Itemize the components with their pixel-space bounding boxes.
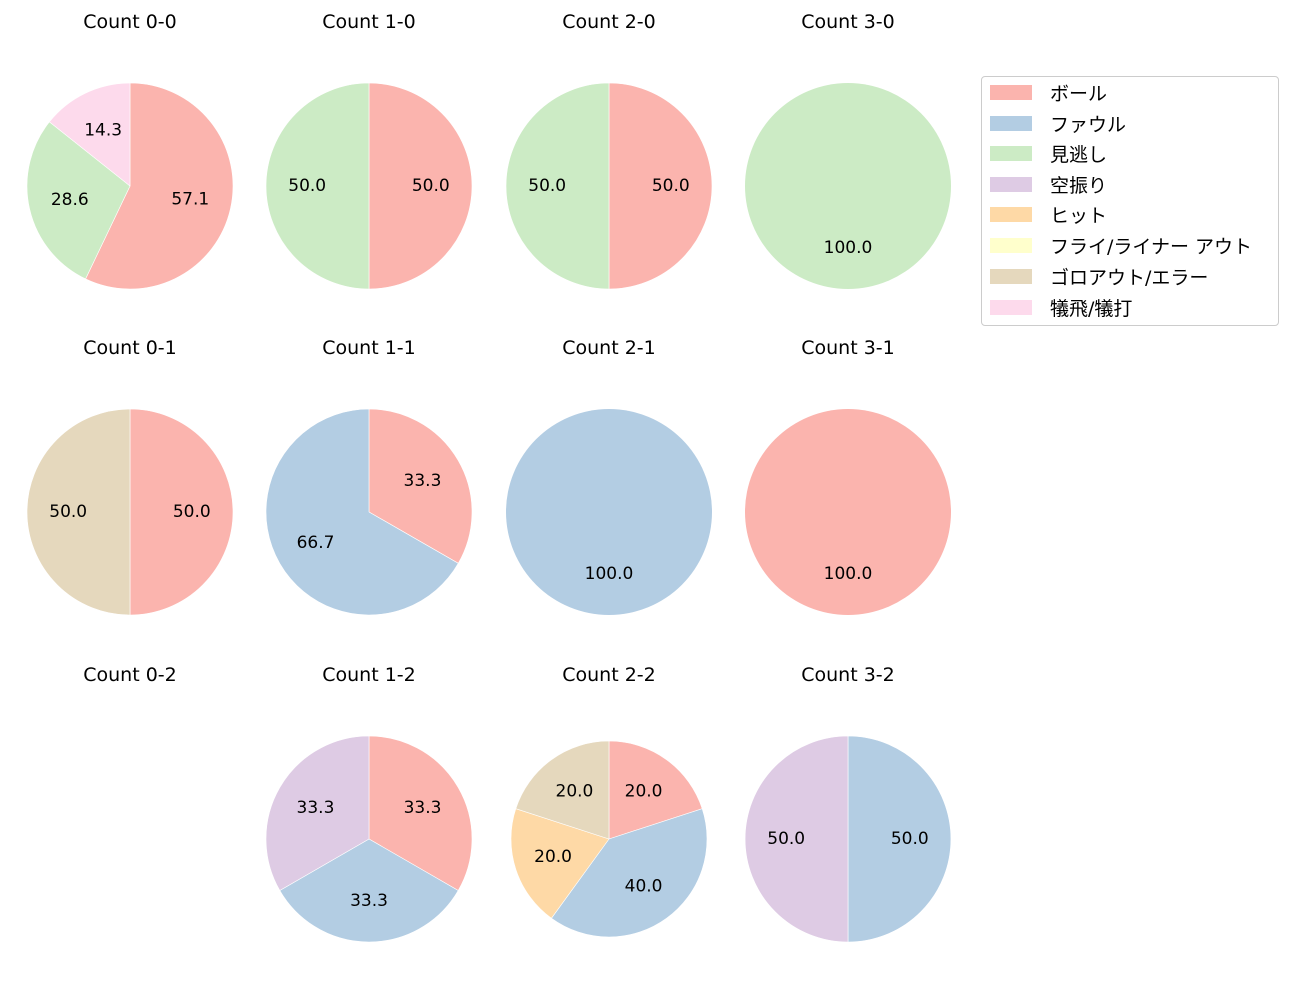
pie-slice — [368, 82, 473, 290]
slice-value-label: 57.1 — [171, 190, 209, 210]
legend-label: ヒット — [1050, 204, 1108, 227]
subplot-title: Count 2-2 — [562, 664, 656, 686]
slice-value-label: 66.7 — [297, 533, 335, 553]
legend-swatch — [990, 237, 1032, 253]
slice-value-label: 100.0 — [824, 238, 873, 258]
pie-subplot: Count 3-1 100.0 — [745, 337, 951, 615]
pie-subplot: Count 1-2 33.3 33.3 33.3 — [265, 664, 473, 943]
legend-item-sacrifice: 犠飛/犠打 — [990, 295, 1133, 320]
slice-value-label: 50.0 — [412, 176, 450, 196]
legend-item-foul: ファウル — [990, 111, 1127, 136]
slice-value-label: 50.0 — [652, 176, 690, 196]
pie-slice — [745, 83, 951, 289]
slice-value-label: 33.3 — [404, 471, 442, 491]
pie-slice — [744, 735, 849, 943]
legend-label: ゴロアウト/エラー — [1050, 266, 1209, 289]
pie-subplot: Count 1-0 50.0 50.0 — [265, 11, 473, 290]
subplot-title: Count 2-1 — [562, 337, 656, 359]
subplot-title: Count 0-2 — [83, 664, 177, 686]
pie-slice — [745, 409, 951, 615]
legend: ボール ファウル 見逃し 空振り ヒット フライ/ライナー アウト ゴロアウト/… — [981, 76, 1279, 326]
legend-label: 見逃し — [1050, 143, 1108, 166]
subplot-title: Count 1-2 — [322, 664, 416, 686]
pie-slice — [608, 82, 713, 290]
subplot-title: Count 2-0 — [562, 11, 656, 33]
legend-label: 空振り — [1050, 174, 1108, 197]
legend-swatch — [990, 176, 1032, 192]
pie-slice — [847, 735, 952, 943]
slice-value-label: 50.0 — [891, 829, 929, 849]
legend-swatch — [990, 268, 1032, 284]
slice-value-label: 50.0 — [528, 176, 566, 196]
pie-slice — [550, 808, 708, 938]
subplot-title: Count 0-0 — [83, 11, 177, 33]
slice-value-label: 20.0 — [534, 847, 572, 867]
pie-subplot: Count 0-2 — [83, 664, 177, 686]
pie-slice — [48, 82, 131, 187]
legend-label: 犠飛/犠打 — [1050, 297, 1133, 320]
legend-item-hit: ヒット — [990, 202, 1108, 227]
slice-value-label: 50.0 — [173, 502, 211, 522]
legend-item-fly-liner-out: フライ/ライナー アウト — [990, 233, 1253, 258]
pie-slice — [515, 740, 610, 840]
pie-slice — [129, 408, 234, 616]
pie-slice — [26, 408, 131, 616]
slice-value-label: 50.0 — [49, 502, 87, 522]
pie-subplot: Count 3-0 100.0 — [745, 11, 951, 289]
slice-value-label: 40.0 — [625, 877, 663, 897]
slice-value-label: 33.3 — [404, 798, 442, 818]
legend-item-called-strike: 見逃し — [990, 141, 1108, 166]
slice-value-label: 50.0 — [767, 829, 805, 849]
pie-slice — [265, 408, 459, 616]
pie-subplot: Count 2-0 50.0 50.0 — [505, 11, 713, 290]
slice-value-label: 20.0 — [625, 781, 663, 801]
legend-item-swinging-strike: 空振り — [990, 172, 1108, 197]
pie-slice — [368, 408, 473, 564]
pie-slice — [368, 735, 473, 891]
pie-slice — [505, 82, 610, 290]
subplot-title: Count 3-0 — [801, 11, 895, 33]
pie-subplot: Count 0-0 57.1 28.6 14.3 — [26, 11, 234, 290]
slice-value-label: 50.0 — [288, 176, 326, 196]
subplot-title: Count 1-1 — [322, 337, 416, 359]
slice-value-label: 33.3 — [297, 798, 335, 818]
subplot-title: Count 3-2 — [801, 664, 895, 686]
subplot-title: Count 3-1 — [801, 337, 895, 359]
legend-swatch — [990, 299, 1032, 315]
slice-value-label: 20.0 — [556, 781, 594, 801]
legend-item-ball: ボール — [990, 80, 1108, 105]
slice-value-label: 33.3 — [350, 891, 388, 911]
legend-label: ファウル — [1050, 113, 1127, 136]
pie-subplot: Count 2-1 100.0 — [506, 337, 712, 615]
pie-subplot: Count 3-2 50.0 50.0 — [744, 664, 952, 943]
subplot-title: Count 1-0 — [322, 11, 416, 33]
legend-swatch — [990, 115, 1032, 131]
legend-item-groundout-error: ゴロアウト/エラー — [990, 264, 1209, 289]
slice-value-label: 28.6 — [51, 190, 89, 210]
legend-swatch — [990, 84, 1032, 100]
legend-swatch — [990, 206, 1032, 222]
pie-subplot: Count 1-1 33.3 66.7 — [265, 337, 473, 616]
subplot-title: Count 0-1 — [83, 337, 177, 359]
slice-value-label: 14.3 — [84, 120, 122, 140]
pie-slice — [265, 82, 370, 290]
pie-subplot: Count 0-1 50.0 50.0 — [26, 337, 234, 616]
legend-label: ボール — [1050, 82, 1108, 105]
pie-slice — [510, 808, 610, 919]
slice-value-label: 100.0 — [585, 564, 634, 584]
pie-slice — [26, 121, 131, 280]
legend-swatch — [990, 145, 1032, 161]
legend-label: フライ/ライナー アウト — [1050, 235, 1253, 258]
pie-slice — [506, 409, 712, 615]
pie-slice — [608, 740, 703, 840]
pie-subplot: Count 2-2 20.0 40.0 20.0 20.0 — [510, 664, 708, 938]
slice-value-label: 100.0 — [824, 564, 873, 584]
pie-slice — [85, 82, 234, 290]
pie-slice — [265, 735, 370, 891]
